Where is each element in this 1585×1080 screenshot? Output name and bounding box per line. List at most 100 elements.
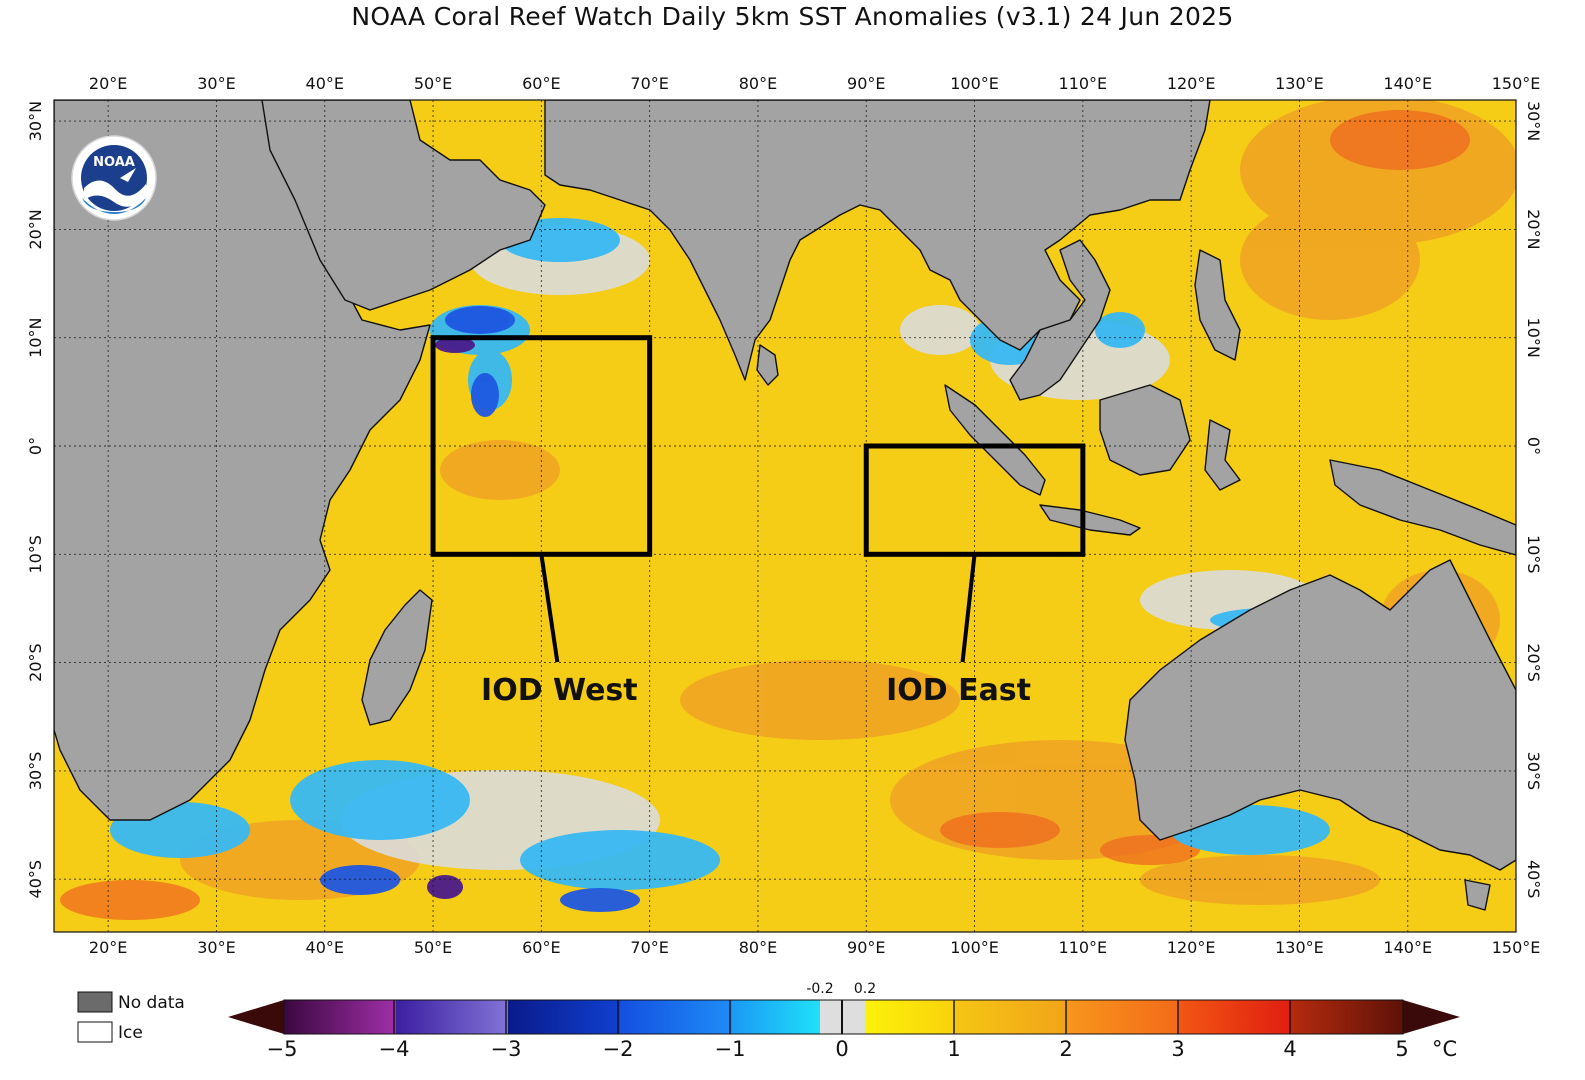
hot-anomaly-patches xyxy=(60,110,1470,920)
lat-tick-left: 0° xyxy=(26,437,45,455)
sst-anomaly-map xyxy=(54,100,1516,932)
lon-tick-top: 80°E xyxy=(739,74,777,93)
iod-leader-line xyxy=(960,554,977,663)
borneo-land xyxy=(1099,384,1191,476)
indochina-land xyxy=(1009,239,1111,401)
lon-tick-top: 90°E xyxy=(847,74,885,93)
new-guinea-land xyxy=(1329,459,1516,556)
lat-tick-right: 0° xyxy=(1524,437,1543,455)
australia-land xyxy=(1124,559,1516,871)
colorbar-tick-label: 4 xyxy=(1283,1037,1296,1061)
colorbar-seg-p2 xyxy=(1067,1000,1179,1034)
colorbar-seg-p1 xyxy=(955,1000,1067,1034)
lon-tick-bottom: 150°E xyxy=(1492,938,1541,957)
lat-tick-left: 20°N xyxy=(26,209,45,249)
lat-tick-right: 10°S xyxy=(1524,535,1543,574)
lon-tick-top: 50°E xyxy=(414,74,452,93)
lon-tick-bottom: 130°E xyxy=(1275,938,1324,957)
no-data-swatch xyxy=(77,991,113,1013)
colorbar-unit: °C xyxy=(1432,1037,1457,1061)
lat-tick-left: 10°N xyxy=(26,318,45,358)
colorbar-tick-label: −3 xyxy=(491,1037,522,1061)
colorbar-over-arrow xyxy=(1403,1000,1460,1034)
lat-tick-right: 30°S xyxy=(1524,752,1543,791)
colorbar-seg-m4 xyxy=(396,1000,508,1034)
arabia-land xyxy=(261,100,546,311)
longitude-ticks-top: 20°E 30°E 40°E 50°E 60°E 70°E 80°E 90°E 100°E 110… xyxy=(89,74,1540,93)
map-title: NOAA Coral Reef Watch Daily 5km SST Anom… xyxy=(351,2,1234,31)
iod-leader-line xyxy=(539,554,560,663)
lon-tick-bottom: 30°E xyxy=(197,938,235,957)
lon-tick-bottom: 140°E xyxy=(1383,938,1432,957)
lon-tick-top: 20°E xyxy=(89,74,127,93)
colorbar-seg-m1 xyxy=(732,1000,820,1034)
sulawesi-land xyxy=(1204,419,1241,491)
lon-tick-top: 130°E xyxy=(1275,74,1324,93)
lat-tick-left: 30°S xyxy=(26,752,45,791)
map-frame xyxy=(53,99,1517,933)
lon-tick-bottom: 120°E xyxy=(1167,938,1216,957)
colorbar-tick-label: −1 xyxy=(715,1037,746,1061)
tasmania-land xyxy=(1464,879,1491,911)
land-masses xyxy=(54,100,1516,911)
colorbar-tick-label: 3 xyxy=(1171,1037,1184,1061)
lon-tick-bottom: 80°E xyxy=(739,938,777,957)
legend: No data Ice xyxy=(77,991,185,1043)
lon-tick-top: 150°E xyxy=(1492,74,1541,93)
lon-tick-bottom: 40°E xyxy=(306,938,344,957)
colorbar-small-tick-neg: -0.2 xyxy=(806,981,833,997)
colorbar-small-tick-pos: 0.2 xyxy=(854,981,876,997)
colorbar-tick-label: −2 xyxy=(603,1037,634,1061)
lon-tick-top: 100°E xyxy=(950,74,999,93)
lat-tick-right: 40°S xyxy=(1524,860,1543,899)
lat-tick-right: 20°N xyxy=(1524,209,1543,249)
iod-region-labels: IOD West IOD East xyxy=(481,554,1031,708)
sumatra-land xyxy=(944,384,1046,496)
lat-tick-left: 30°N xyxy=(26,101,45,141)
lon-tick-top: 120°E xyxy=(1167,74,1216,93)
ice-label: Ice xyxy=(118,1023,143,1043)
lon-tick-top: 40°E xyxy=(306,74,344,93)
noaa-logo: NOAA xyxy=(71,135,157,221)
colorbar-seg-p4 xyxy=(1291,1000,1403,1034)
madagascar-land xyxy=(361,589,433,726)
lon-tick-top: 140°E xyxy=(1383,74,1432,93)
lon-tick-bottom: 70°E xyxy=(630,938,668,957)
extreme-cool-patches xyxy=(427,337,475,899)
latitude-ticks-left: 30°N 20°N 10°N 0° 10°S 20°S 30°S 40°S xyxy=(26,101,45,899)
lon-tick-bottom: 110°E xyxy=(1059,938,1108,957)
colorbar-seg-m5 xyxy=(284,1000,396,1034)
lon-tick-top: 110°E xyxy=(1059,74,1108,93)
colorbar-seg-p3 xyxy=(1179,1000,1291,1034)
colorbar-tick-label: −5 xyxy=(267,1037,298,1061)
lon-tick-top: 60°E xyxy=(522,74,560,93)
lat-tick-left: 10°S xyxy=(26,535,45,574)
lon-tick-top: 30°E xyxy=(197,74,235,93)
no-data-label: No data xyxy=(118,993,185,1013)
lat-tick-right: 10°N xyxy=(1524,318,1543,358)
latitude-ticks-right: 30°N 20°N 10°N 0° 10°S 20°S 30°S 40°S xyxy=(1524,101,1543,899)
colorbar-tick-label: 2 xyxy=(1059,1037,1072,1061)
colorbar-under-arrow xyxy=(228,1000,284,1034)
colorbar-tick-label: 1 xyxy=(947,1037,960,1061)
lon-tick-bottom: 50°E xyxy=(414,938,452,957)
iod-region-label: IOD East xyxy=(886,673,1031,708)
lon-tick-bottom: 20°E xyxy=(89,938,127,957)
colorbar: −5 −4 −3 −2 −1 0 1 2 3 4 5 -0.2 0.2 °C xyxy=(228,981,1460,1061)
lat-tick-right: 20°S xyxy=(1524,643,1543,682)
lon-tick-top: 70°E xyxy=(630,74,668,93)
java-land xyxy=(1039,504,1141,536)
lon-tick-bottom: 60°E xyxy=(522,938,560,957)
colorbar-tick-label: −4 xyxy=(379,1037,410,1061)
ice-swatch xyxy=(77,1021,113,1043)
longitude-ticks-bottom: 20°E 30°E 40°E 50°E 60°E 70°E 80°E 90°E 100°E 110… xyxy=(89,938,1540,957)
colorbar-seg-p0 xyxy=(865,1000,955,1034)
iod-region-label: IOD West xyxy=(481,673,638,708)
philippines-land xyxy=(1194,249,1241,361)
lon-tick-bottom: 90°E xyxy=(847,938,885,957)
lat-tick-right: 30°N xyxy=(1524,101,1543,141)
colorbar-seg-m3 xyxy=(508,1000,620,1034)
lat-tick-left: 40°S xyxy=(26,860,45,899)
noaa-logo-text: NOAA xyxy=(93,155,135,170)
